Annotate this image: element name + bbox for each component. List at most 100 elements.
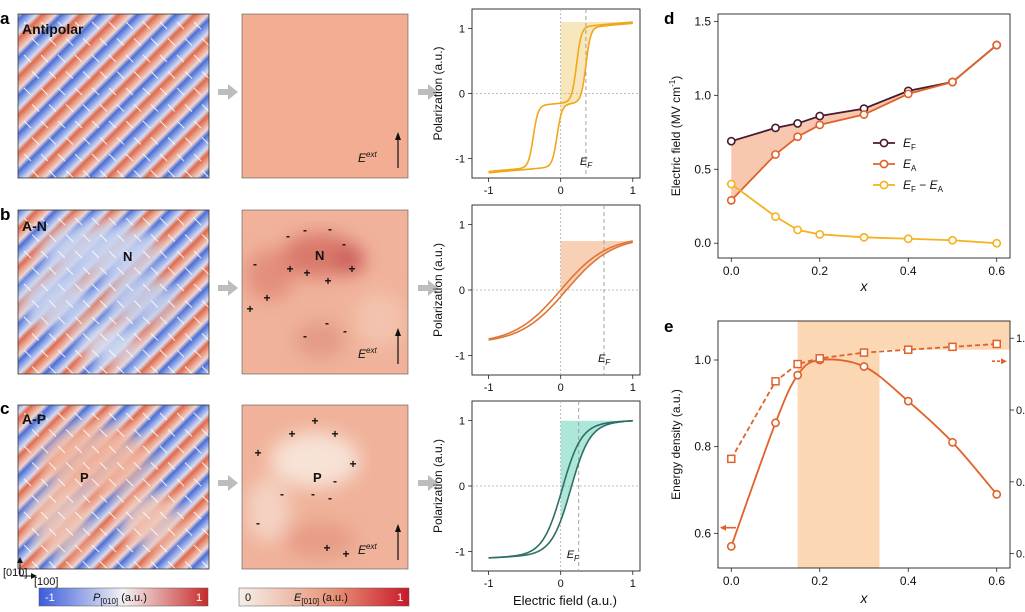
dipole-arrow xyxy=(48,234,57,242)
dipole-arrow xyxy=(184,170,193,178)
dipole-arrow xyxy=(167,137,176,145)
dipole-arrow xyxy=(167,333,176,341)
dipole-arrow xyxy=(133,300,142,308)
dipole-arrow xyxy=(133,38,142,46)
charge-symbol: + xyxy=(288,427,295,441)
dipole-arrow xyxy=(167,267,176,275)
dipole-arrow xyxy=(31,333,40,341)
dipole-arrow xyxy=(116,561,125,569)
chart-e-point-circle xyxy=(948,437,957,447)
chart-d-point xyxy=(948,77,957,87)
dipole-arrow xyxy=(40,412,49,421)
charge-symbol: + xyxy=(286,262,293,276)
dipole-arrow xyxy=(125,54,134,63)
efield-label-a: Eext xyxy=(358,150,377,165)
dipole-arrow xyxy=(74,445,83,454)
dipole-arrow xyxy=(48,104,57,112)
dipole-arrow xyxy=(133,104,142,112)
dipole-arrow xyxy=(167,429,176,437)
panel-label-e: e xyxy=(664,317,673,336)
dipole-arrow xyxy=(176,478,185,487)
chart-e-shaded-band xyxy=(797,321,880,568)
dipole-arrow xyxy=(91,250,100,259)
dipole-arrow xyxy=(48,528,57,536)
dipole-arrow xyxy=(99,71,108,79)
colorbar-p-max: 1 xyxy=(196,592,202,604)
hysteresis-panel-a-p: -1 0 1 1 0 -1 Polarization (a.u.) EF xyxy=(431,400,641,590)
legend-mid: − xyxy=(916,178,930,192)
chart-e-yl-tick-label: 0.6 xyxy=(694,526,711,540)
dipole-arrow xyxy=(142,54,151,63)
dipole-arrow xyxy=(48,366,57,374)
charge-symbol: + xyxy=(324,274,331,288)
chart-e-point-square xyxy=(727,454,736,464)
dipole-arrow xyxy=(167,528,176,536)
chart-d-point xyxy=(903,234,913,244)
chart-e-point-square xyxy=(992,339,1001,349)
dipole-arrow xyxy=(82,71,91,79)
dipole-arrow xyxy=(65,170,74,178)
dipole-arrow xyxy=(40,250,49,259)
charge-symbol: + xyxy=(311,414,318,428)
y-tick-label: 0 xyxy=(459,481,465,493)
dipole-arrow xyxy=(159,54,168,63)
dipole-arrow xyxy=(176,21,185,30)
chart-d-point xyxy=(815,120,825,130)
dipole-arrow xyxy=(142,511,151,520)
dipole-arrow xyxy=(65,561,74,569)
dipole-arrow xyxy=(133,495,142,503)
dipole-arrow xyxy=(91,120,100,129)
dipole-arrow xyxy=(23,21,32,30)
charge-symbol: + xyxy=(323,541,330,555)
legend-marker xyxy=(879,159,889,169)
flow-arrow-b2 xyxy=(418,280,438,296)
dipole-arrow xyxy=(193,283,202,292)
dipole-arrow xyxy=(65,495,74,503)
dipole-arrow xyxy=(108,478,117,487)
dipole-arrow xyxy=(91,54,100,63)
chart-d-point xyxy=(992,40,1002,50)
dipole-arrow xyxy=(116,71,125,79)
legend-entry: EF − EA xyxy=(903,178,944,194)
dipole-arrow xyxy=(167,234,176,242)
dipole-arrow xyxy=(184,333,193,341)
charge-symbol: + xyxy=(254,446,261,460)
dipole-arrow xyxy=(108,153,117,162)
dipole-arrow xyxy=(193,349,202,358)
hysteresis-ylabel: Polarization (a.u.) xyxy=(431,439,445,533)
dipole-arrow xyxy=(48,71,57,79)
dipole-arrow xyxy=(31,104,40,112)
dipole-arrow xyxy=(91,21,100,30)
dipole-arrow xyxy=(184,104,193,112)
hysteresis-ylabel: Polarization (a.u.) xyxy=(431,243,445,337)
dipole-arrow xyxy=(82,495,91,503)
dipole-arrow xyxy=(31,495,40,503)
dipole-arrow xyxy=(99,300,108,308)
chart-e-x-tick-label: 0.6 xyxy=(988,574,1005,588)
chart-d-point xyxy=(815,229,825,239)
dipole-arrow xyxy=(159,250,168,259)
dipole-arrow xyxy=(99,561,108,569)
dipole-arrow xyxy=(184,561,193,569)
hysteresis-xlabel: Electric field (a.u.) xyxy=(513,593,617,608)
dipole-arrow xyxy=(142,544,151,553)
dipole-arrow xyxy=(108,445,117,454)
panel-label-c: c xyxy=(0,399,9,418)
dipole-arrow xyxy=(125,412,134,421)
dipole-arrow xyxy=(65,137,74,145)
dipole-arrow xyxy=(23,120,32,129)
dipole-arrow xyxy=(193,250,202,259)
dipole-arrow xyxy=(176,544,185,553)
dipole-arrow xyxy=(201,71,209,79)
dipole-arrow xyxy=(159,21,168,30)
dipole-arrow xyxy=(184,366,193,374)
dipole-arrow xyxy=(108,316,117,325)
chart-d-series-line-1 xyxy=(730,44,998,201)
charge-symbol: - xyxy=(256,516,260,530)
dipole-arrow xyxy=(176,445,185,454)
dipole-arrow xyxy=(91,87,100,96)
dipole-arrow xyxy=(48,267,57,275)
crystal-axes-indicator: [010] [100] xyxy=(3,557,58,588)
chart-e-series-line-1 xyxy=(730,343,997,460)
dipole-arrow xyxy=(167,462,176,470)
